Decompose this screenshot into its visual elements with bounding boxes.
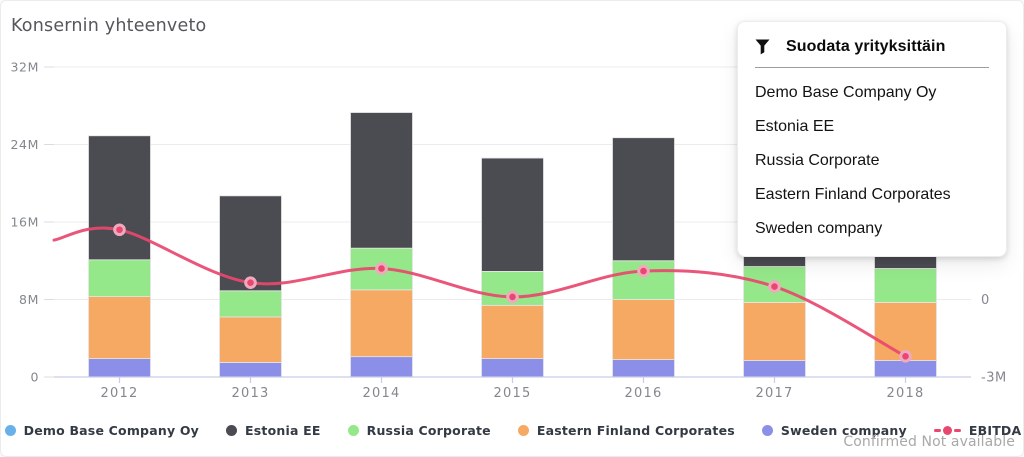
filter-panel-title: Suodata yrityksittäin xyxy=(786,38,946,55)
bar-segment[interactable] xyxy=(481,304,544,359)
confirmation-status-text: Confirmed Not available xyxy=(843,434,1015,450)
ebitda-point[interactable] xyxy=(506,290,519,304)
legend-label: Russia Corporate xyxy=(366,422,491,438)
bar-segment[interactable] xyxy=(612,299,675,360)
left-axis-tick-label: 8M xyxy=(19,292,39,307)
legend-label: Eastern Finland Corporates xyxy=(536,422,735,438)
bar-segment[interactable] xyxy=(350,112,413,249)
legend-item[interactable]: Russia Corporate xyxy=(347,422,491,438)
x-axis-year-label: 2013 xyxy=(232,386,270,401)
left-axis-tick-label: 16M xyxy=(11,215,40,230)
legend-item[interactable]: EBITDA xyxy=(933,422,1022,438)
ebitda-point[interactable] xyxy=(768,280,781,293)
chart-legend: Demo Base Company Oy Estonia EE Russia Cor… xyxy=(1,417,1023,443)
bar-segment[interactable] xyxy=(743,360,806,378)
x-axis-year-label: 2014 xyxy=(363,386,401,401)
legend-item[interactable]: Estonia EE xyxy=(226,423,321,438)
filter-item-eastern-finland-corporates[interactable]: Eastern Finland Corporates xyxy=(755,186,951,203)
bar-segment[interactable] xyxy=(612,137,675,262)
bar-segment[interactable] xyxy=(481,157,544,272)
axis-lines xyxy=(54,376,971,383)
bar-segment[interactable] xyxy=(88,135,151,261)
legend-label: Sweden company xyxy=(780,422,907,438)
right-axis-tick-label: -3M xyxy=(981,371,1007,386)
filter-item-estonia-ee[interactable]: Estonia EE xyxy=(755,118,835,135)
bar-segment[interactable] xyxy=(219,290,282,318)
bar-segment[interactable] xyxy=(874,268,937,303)
funnel-icon xyxy=(755,39,770,55)
bar-segment[interactable] xyxy=(88,296,151,359)
legend-dot-icon xyxy=(761,424,773,436)
right-axis-tick-label: 0 xyxy=(981,293,990,308)
bar-segment[interactable] xyxy=(350,356,413,378)
left-axis-tick-label: 32M xyxy=(11,60,40,75)
filter-panel-divider xyxy=(755,67,989,68)
legend-line-dot-icon xyxy=(933,425,961,435)
left-axis-tick-label: 24M xyxy=(11,137,40,152)
ebitda-line-group xyxy=(52,223,912,363)
ebitda-point[interactable] xyxy=(637,264,650,278)
page-title: Konsernin yhteenveto xyxy=(11,16,207,36)
bar-segment[interactable] xyxy=(612,359,675,378)
bar-segment[interactable] xyxy=(219,362,282,378)
bar-segment[interactable] xyxy=(743,302,806,361)
bar-segment[interactable] xyxy=(219,195,282,292)
bar-segment[interactable] xyxy=(88,358,151,378)
axis-labels: 32M 24M 16M 8M 0 2012 2013 2014 2015 2016 2017 2018… xyxy=(11,60,1007,402)
legend-dot-icon xyxy=(226,424,238,436)
ebitda-point[interactable] xyxy=(244,276,257,290)
filter-item-russia-corporate[interactable]: Russia Corporate xyxy=(755,152,880,169)
legend-dot-icon xyxy=(347,424,359,436)
x-axis-year-label: 2016 xyxy=(625,386,663,401)
legend-label: Estonia EE xyxy=(245,422,321,438)
filter-dropdown-panel: Suodata yrityksittäin Demo Base Company … xyxy=(737,21,1007,257)
legend-dot-icon xyxy=(4,424,16,436)
legend-label: EBITDA xyxy=(968,422,1022,438)
bar-segment[interactable] xyxy=(219,316,282,363)
filter-item-demo-base-company[interactable]: Demo Base Company Oy xyxy=(755,84,937,101)
bar-segment[interactable] xyxy=(350,289,413,358)
bar-segment[interactable] xyxy=(481,358,544,378)
x-axis-year-label: 2012 xyxy=(101,386,139,401)
legend-item[interactable]: Sweden company xyxy=(761,422,907,438)
x-axis-year-label: 2018 xyxy=(887,386,925,401)
bar-segment[interactable] xyxy=(874,360,937,378)
bar-segment[interactable] xyxy=(88,259,151,297)
left-axis-tick-label: 0 xyxy=(30,370,39,385)
legend-dot-icon xyxy=(517,424,529,436)
filter-panel-header: Suodata yrityksittäin xyxy=(755,36,989,58)
x-axis-year-label: 2017 xyxy=(756,386,794,401)
legend-item[interactable]: Demo Base Company Oy xyxy=(4,422,200,438)
legend-label: Demo Base Company Oy xyxy=(23,422,200,438)
ebitda-point[interactable] xyxy=(899,350,912,363)
legend-item[interactable]: Eastern Finland Corporates xyxy=(517,422,735,438)
filter-item-sweden-company[interactable]: Sweden company xyxy=(755,220,883,237)
x-axis-year-label: 2015 xyxy=(494,386,532,401)
ebitda-point[interactable] xyxy=(113,223,126,237)
ebitda-point[interactable] xyxy=(375,262,388,275)
